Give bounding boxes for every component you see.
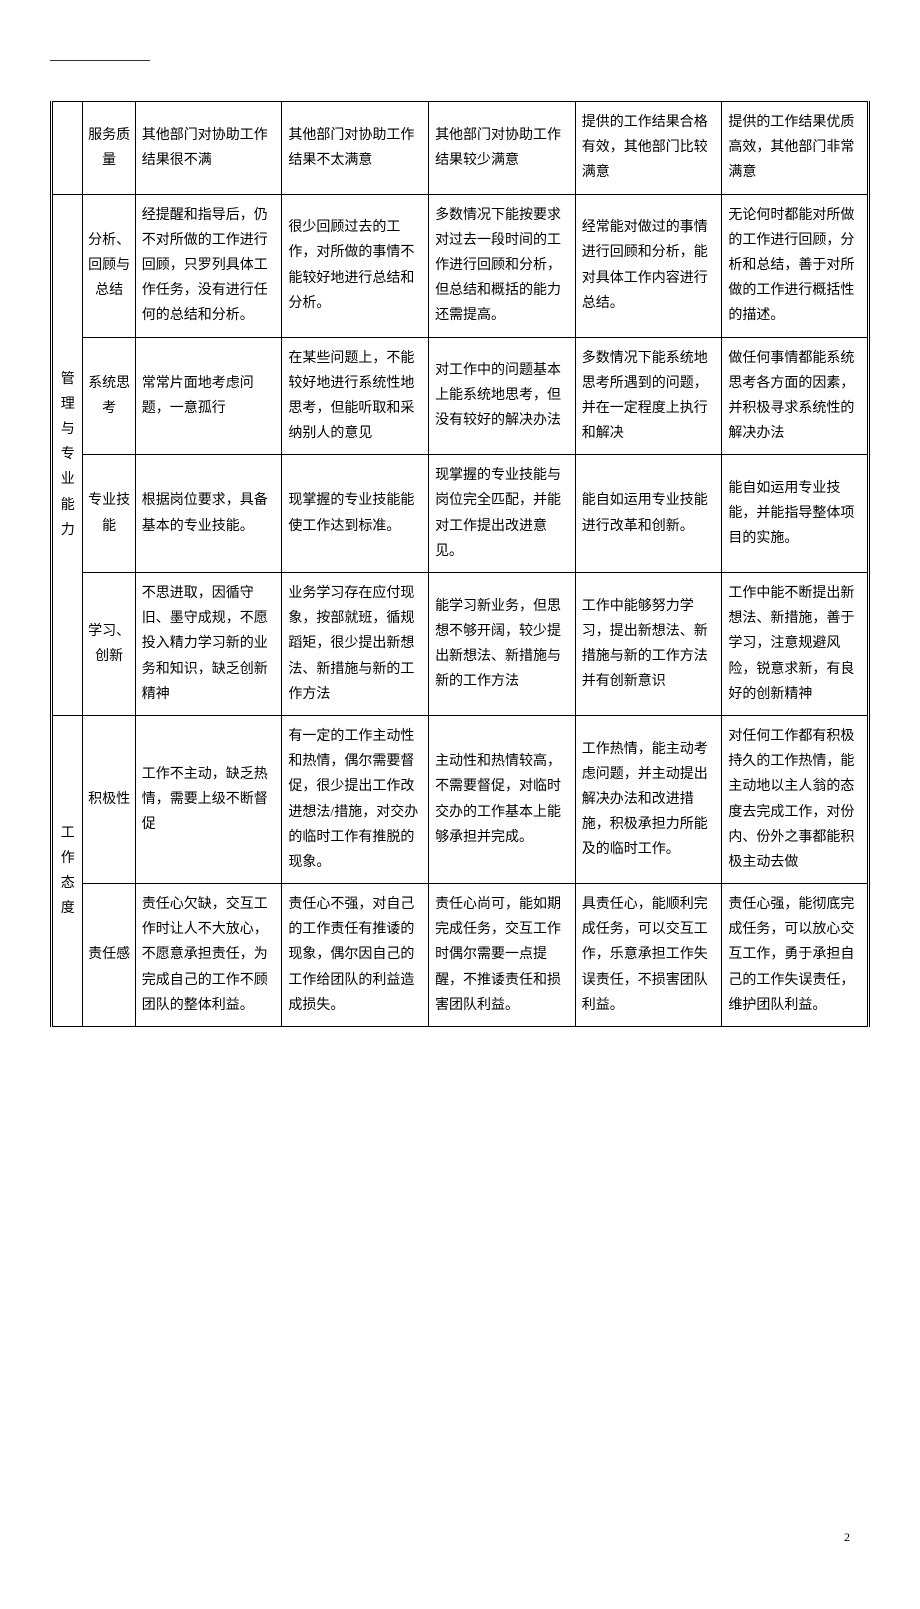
page-number: 2 <box>50 1527 870 1549</box>
table-cell: 工作态度 <box>52 715 83 1026</box>
table-cell: 能学习新业务，但思想不够开阔，较少提出新想法、新措施与新的工作方法 <box>429 573 576 716</box>
table-cell: 对工作中的问题基本上能系统地思考，但没有较好的解决办法 <box>429 337 576 455</box>
table-cell: 提供的工作结果优质高效，其他部门非常满意 <box>722 102 869 195</box>
table-cell: 现掌握的专业技能与岗位完全匹配，并能对工作提出改进意见。 <box>429 455 576 573</box>
table-cell: 对任何工作都有积极持久的工作热情，能主动地以主人翁的态度去完成工作，对份内、份外… <box>722 715 869 883</box>
table-cell: 主动性和热情较高，不需要督促，对临时交办的工作基本上能够承担并完成。 <box>429 715 576 883</box>
table-cell: 能自如运用专业技能进行改革和创新。 <box>575 455 722 573</box>
table-cell: 责任心尚可，能如期完成任务，交互工作时偶尔需要一点提醒，不推诿责任和损害团队利益… <box>429 884 576 1027</box>
table-cell: 不思进取，因循守旧、墨守成规，不愿投入精力学习新的业务和知识，缺乏创新精神 <box>135 573 282 716</box>
table-cell: 提供的工作结果合格有效，其他部门比较满意 <box>575 102 722 195</box>
evaluation-table: 服务质量其他部门对协助工作结果很不满其他部门对协助工作结果不太满意其他部门对协助… <box>50 101 870 1027</box>
table-cell: 能自如运用专业技能，并能指导整体项目的实施。 <box>722 455 869 573</box>
table-cell: 责任感 <box>83 884 135 1027</box>
table-cell: 经常能对做过的事情进行回顾和分析，能对具体工作内容进行总结。 <box>575 194 722 337</box>
table-cell: 专业技能 <box>83 455 135 573</box>
table-cell: 其他部门对协助工作结果很不满 <box>135 102 282 195</box>
table-cell: 无论何时都能对所做的工作进行回顾，分析和总结，善于对所做的工作进行概括性的描述。 <box>722 194 869 337</box>
table-cell: 其他部门对协助工作结果不太满意 <box>282 102 429 195</box>
table-cell: 经提醒和指导后，仍不对所做的工作进行回顾，只罗列具体工作任务，没有进行任何的总结… <box>135 194 282 337</box>
table-cell: 多数情况下能按要求对过去一段时间的工作进行回顾和分析，但总结和概括的能力还需提高… <box>429 194 576 337</box>
table-cell: 管理与专业能力 <box>52 194 83 715</box>
table-cell: 有一定的工作主动性和热情，偶尔需要督促，很少提出工作改进想法/措施，对交办的临时… <box>282 715 429 883</box>
table-cell: 多数情况下能系统地思考所遇到的问题，并在一定程度上执行和解决 <box>575 337 722 455</box>
table-cell: 责任心不强，对自己的工作责任有推诿的现象，偶尔因自己的工作给团队的利益造成损失。 <box>282 884 429 1027</box>
table-cell: 现掌握的专业技能能使工作达到标准。 <box>282 455 429 573</box>
table-cell: 工作中能不断提出新想法、新措施，善于学习，注意规避风险，锐意求新，有良好的创新精… <box>722 573 869 716</box>
table-cell: 根据岗位要求，具备基本的专业技能。 <box>135 455 282 573</box>
table-cell: 做任何事情都能系统思考各方面的因素，并积极寻求系统性的解决办法 <box>722 337 869 455</box>
table-cell: 常常片面地考虑问题，一意孤行 <box>135 337 282 455</box>
table-cell: 分析、回顾与总结 <box>83 194 135 337</box>
table-cell: 责任心欠缺，交互工作时让人不大放心，不愿意承担责任，为完成自己的工作不顾团队的整… <box>135 884 282 1027</box>
table-cell: 在某些问题上，不能较好地进行系统性地思考，但能听取和采纳别人的意见 <box>282 337 429 455</box>
table-cell: 其他部门对协助工作结果较少满意 <box>429 102 576 195</box>
table-cell: 具责任心，能顺利完成任务，可以交互工作，乐意承担工作失误责任，不损害团队利益。 <box>575 884 722 1027</box>
table-cell: 工作热情，能主动考虑问题，并主动提出解决办法和改进措施，积极承担力所能及的临时工… <box>575 715 722 883</box>
table-cell: 系统思考 <box>83 337 135 455</box>
header-line <box>50 60 150 61</box>
table-cell: 责任心强，能彻底完成任务，可以放心交互工作，勇于承担自己的工作失误责任，维护团队… <box>722 884 869 1027</box>
table-cell: 服务质量 <box>83 102 135 195</box>
table-cell: 工作不主动，缺乏热情，需要上级不断督促 <box>135 715 282 883</box>
table-cell: 积极性 <box>83 715 135 883</box>
table-cell: 学习、创新 <box>83 573 135 716</box>
table-cell: 业务学习存在应付现象，按部就班，循规蹈矩，很少提出新想法、新措施与新的工作方法 <box>282 573 429 716</box>
table-cell <box>52 102 83 195</box>
table-cell: 很少回顾过去的工作，对所做的事情不能较好地进行总结和分析。 <box>282 194 429 337</box>
table-cell: 工作中能够努力学习，提出新想法、新措施与新的工作方法并有创新意识 <box>575 573 722 716</box>
